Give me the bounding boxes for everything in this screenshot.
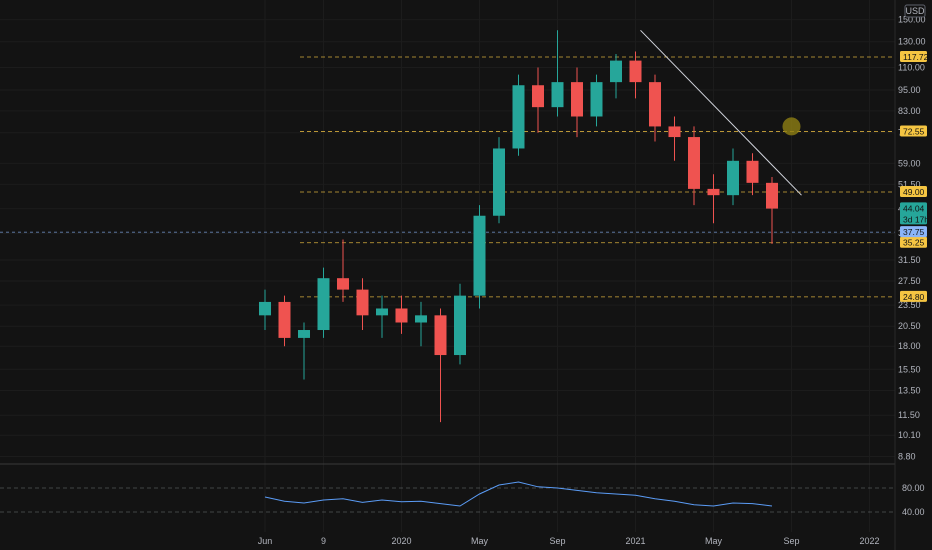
price-level-tag: 49.00 — [903, 187, 925, 197]
price-tick-label: 27.50 — [898, 276, 921, 286]
currency-badge[interactable]: USD — [904, 4, 926, 18]
candle-body — [727, 160, 739, 196]
price-level-tag-bg — [900, 51, 927, 63]
current-price-tag-countdown: 3d 17h — [903, 214, 929, 224]
price-tick-label: 20.50 — [898, 321, 921, 331]
candle-body — [571, 82, 583, 117]
candle-body — [766, 182, 778, 209]
price-tick-label: 8.80 — [898, 451, 916, 461]
time-tick-label: Sep — [549, 536, 565, 546]
price-tick-label: 11.50 — [898, 410, 920, 420]
candle-body — [707, 188, 720, 196]
candle-body — [454, 295, 466, 356]
crosshair-price-tag-bg — [900, 226, 927, 238]
current-price-tag: 44.04 — [903, 203, 925, 213]
trendline — [640, 29, 802, 196]
candle-body — [532, 85, 544, 108]
price-tick-label: 13.50 — [898, 386, 921, 396]
candle-body — [688, 137, 700, 189]
candle-body — [649, 82, 661, 127]
candle-body — [278, 301, 291, 338]
candle-body — [395, 308, 408, 323]
candle-body — [415, 315, 427, 323]
price-level-tag-bg — [900, 290, 927, 302]
drawings[interactable] — [640, 29, 802, 196]
indicator-axis-label: 40.00 — [902, 507, 925, 517]
time-tick-label: May — [705, 536, 723, 546]
indicator-line — [264, 481, 773, 507]
time-tick-label: 9 — [321, 536, 326, 546]
candle-body — [590, 82, 603, 117]
indicator-axis-label: 80.00 — [902, 483, 925, 493]
candle-body — [512, 85, 525, 149]
price-levels — [0, 56, 895, 298]
candle-body — [551, 82, 564, 108]
price-tick-label: 95.00 — [898, 85, 921, 95]
candle-body — [317, 278, 330, 331]
time-tick-label: 2020 — [391, 536, 411, 546]
candle-body — [298, 330, 310, 338]
price-level-tag-bg — [900, 185, 927, 197]
price-level-tag: 117.72 — [903, 52, 929, 62]
price-tick-label: 130.00 — [898, 37, 926, 47]
highlight-marker — [782, 117, 801, 136]
candle-body — [337, 278, 349, 290]
time-tick-label: May — [471, 536, 489, 546]
price-tick-label: 10.10 — [898, 430, 921, 440]
time-tick-label: Jun — [258, 536, 273, 546]
candle-body — [376, 308, 388, 316]
candle-body — [259, 301, 271, 316]
price-tick-label: 150.00 — [898, 15, 926, 25]
price-tick-label: 18.00 — [898, 341, 921, 351]
currency-label: USD — [905, 6, 925, 16]
price-tick-label: 15.50 — [898, 364, 921, 374]
price-level-tag-bg — [900, 236, 927, 248]
price-level-tag-bg — [900, 125, 927, 137]
grid — [0, 0, 932, 532]
current-price-tag-bg — [900, 202, 927, 225]
price-tick-label: 51.50 — [898, 179, 921, 189]
price-tick-label: 59.00 — [898, 158, 921, 168]
price-level-tag: 72.55 — [903, 127, 925, 137]
candle-body — [610, 60, 622, 83]
crosshair-price-tag: 37.75 — [903, 227, 925, 237]
candle-body — [629, 60, 642, 83]
candle-body — [746, 160, 759, 183]
time-tick-label: Sep — [783, 536, 799, 546]
price-tick-label: 23.50 — [898, 300, 921, 310]
price-tick-label: 110.00 — [898, 62, 925, 72]
candle-body — [668, 126, 681, 138]
time-tick-label: 2022 — [859, 536, 879, 546]
indicator-pane: 80.00 40.00 — [0, 481, 925, 517]
candles[interactable] — [259, 30, 778, 423]
price-level-tag: 24.80 — [903, 292, 925, 302]
time-axis[interactable]: Jun92020MaySep2021MaySep2022MaySep20 — [258, 536, 932, 546]
price-level-tag: 35.25 — [903, 238, 925, 248]
candle-body — [493, 148, 505, 216]
candle-body — [356, 289, 369, 316]
price-tick-label: 83.00 — [898, 106, 921, 116]
candle-body — [473, 215, 486, 296]
price-tick-label: 31.50 — [898, 255, 921, 265]
candle-body — [434, 315, 447, 356]
time-tick-label: 2021 — [625, 536, 645, 546]
